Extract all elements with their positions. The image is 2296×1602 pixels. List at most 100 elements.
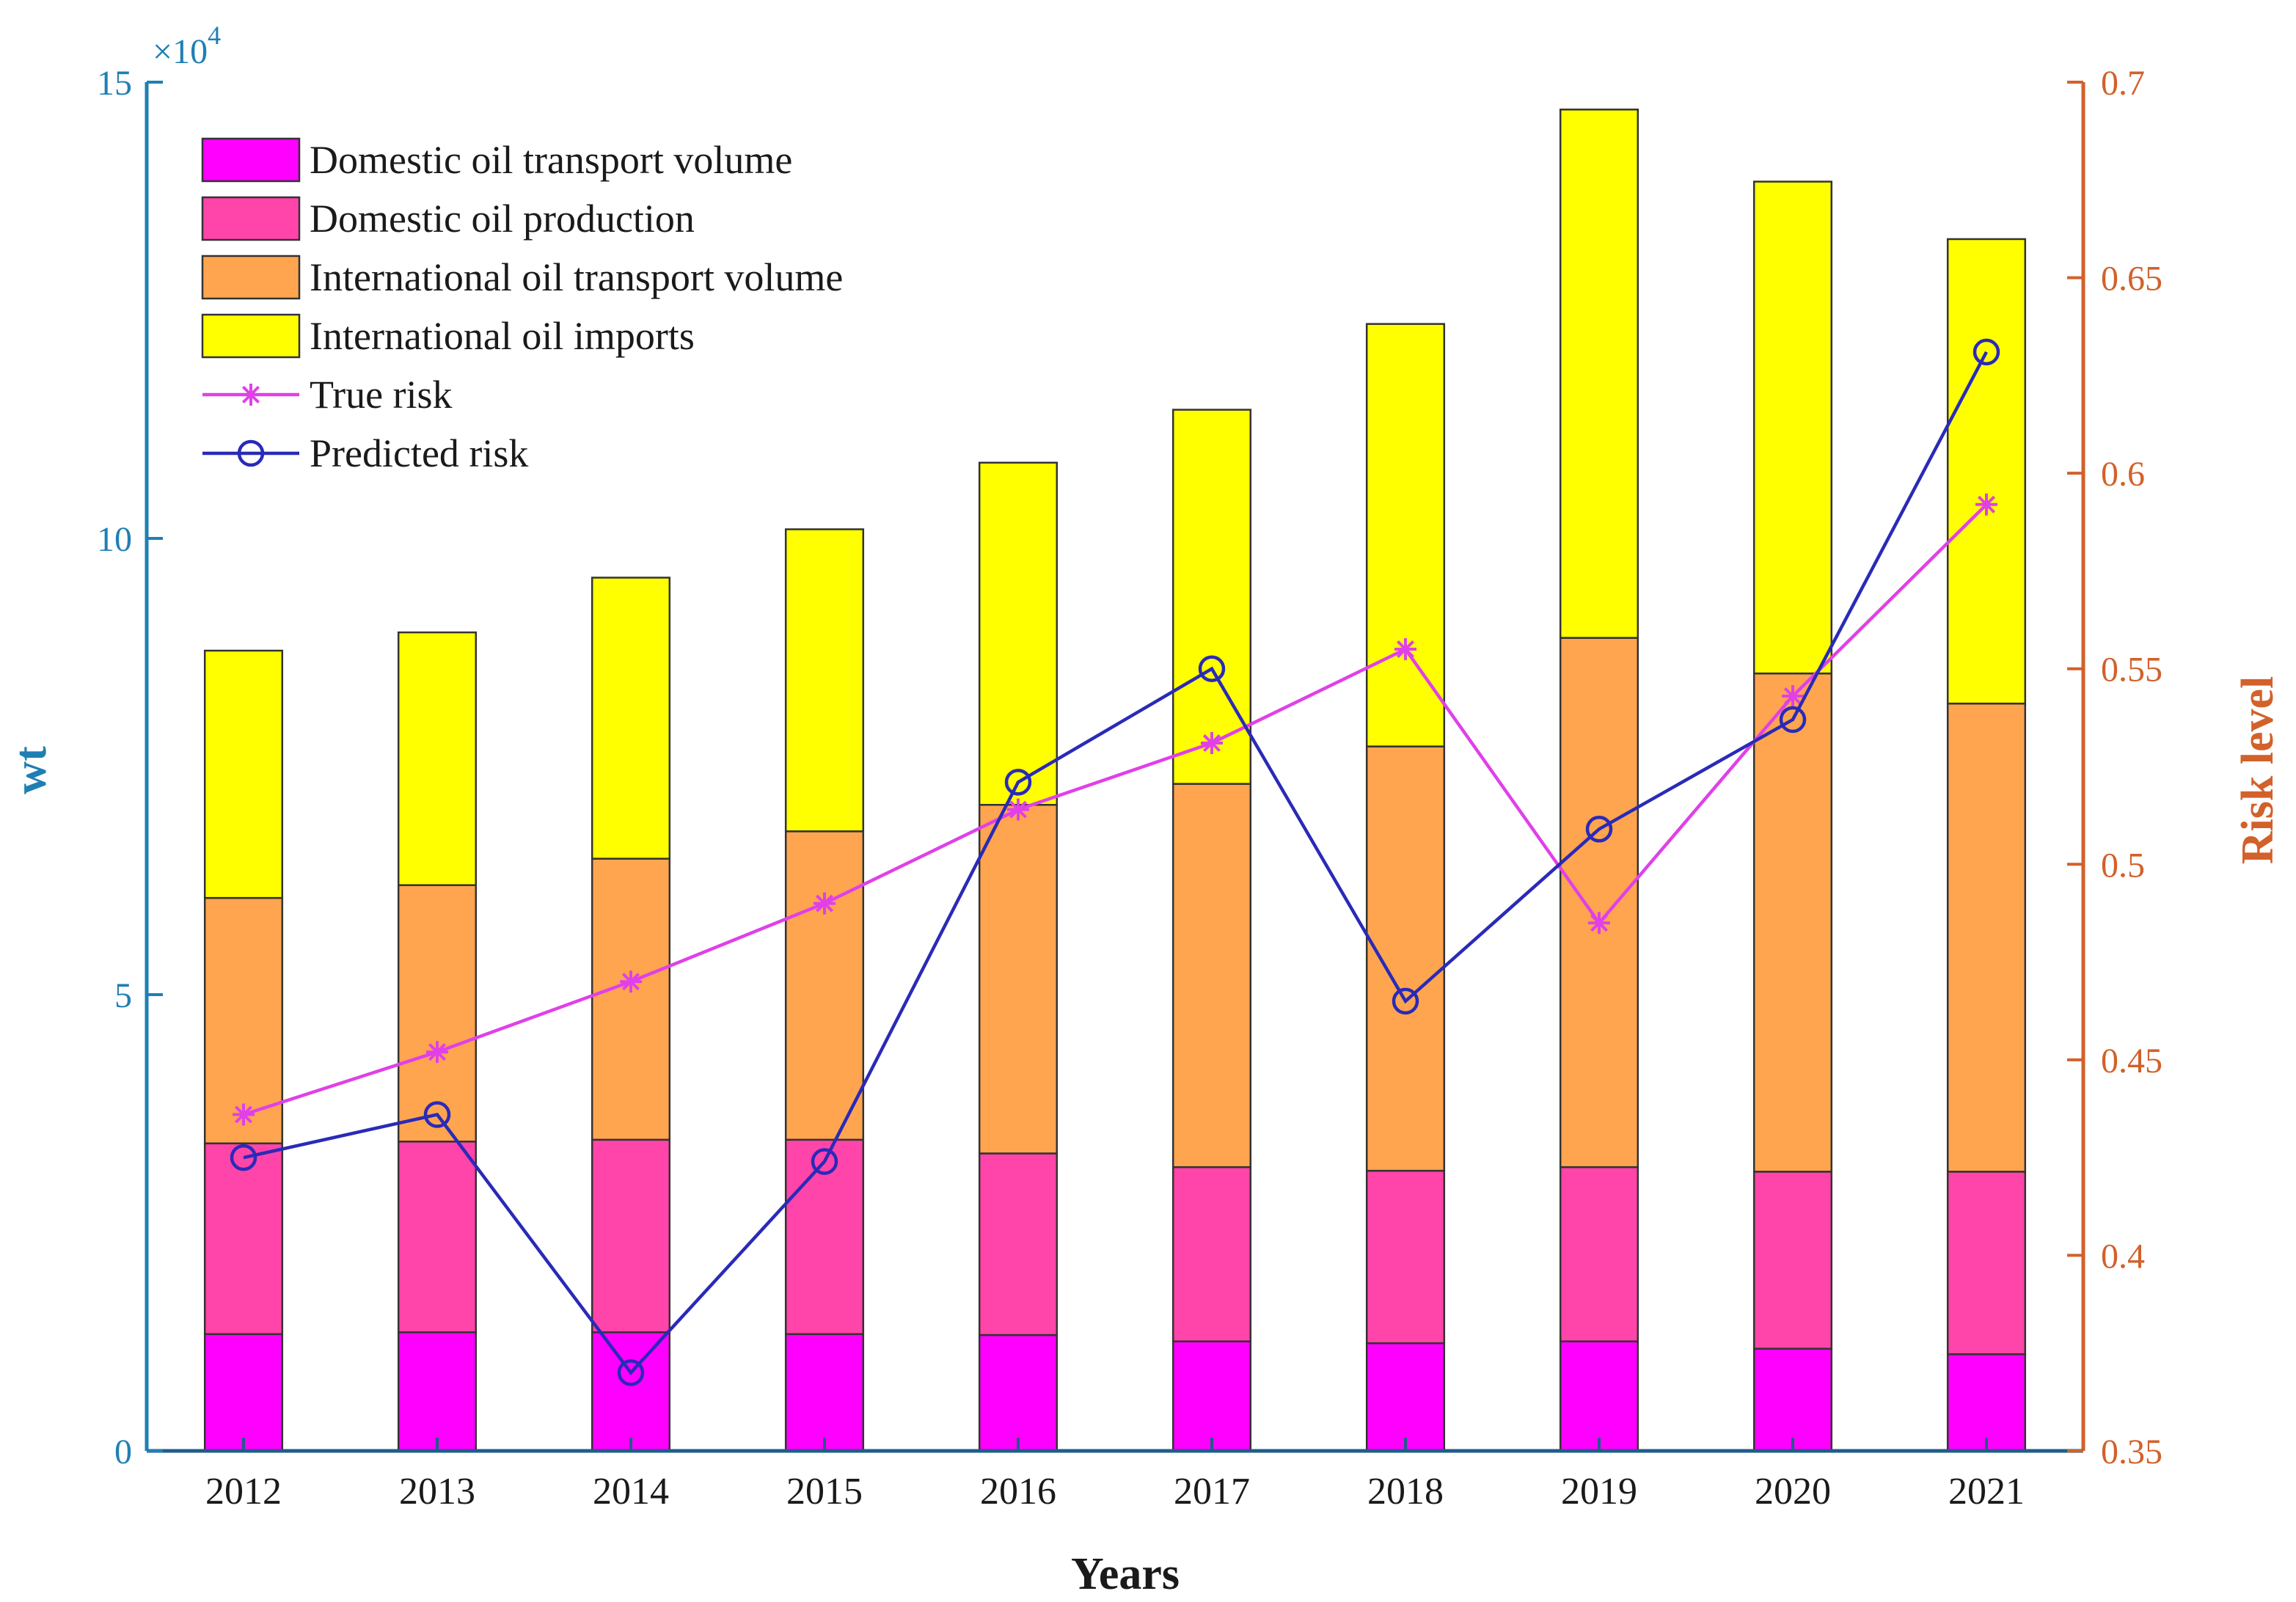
legend-label-1: Domestic oil production	[310, 197, 695, 241]
legend-label-0: Domestic oil transport volume	[310, 138, 792, 182]
bar-2012-series-2	[203, 896, 284, 1145]
legend-swatch-3	[201, 313, 301, 359]
y-tick-right-label-7: 0.7	[2101, 64, 2145, 103]
legend-label-3: International oil imports	[310, 314, 695, 358]
x-tick-label-2017: 2017	[1174, 1471, 1250, 1513]
bar-2018-series-1	[1365, 1169, 1446, 1345]
y-axis-title-left: wt	[6, 746, 56, 794]
bar-2014-series-1	[591, 1138, 671, 1334]
point-series-1-2014	[617, 1359, 645, 1386]
bar-2016-series-2	[978, 803, 1059, 1155]
y-tick-right-label-5: 0.6	[2101, 455, 2145, 494]
point-series-0-2017	[1201, 732, 1223, 755]
point-series-1-2020	[1779, 706, 1807, 734]
legend-marker-0	[240, 384, 262, 406]
y-axis-title-right: Risk level	[2233, 676, 2283, 865]
y-tick-left-label-1: 5	[114, 976, 132, 1015]
bar-2017-series-1	[1171, 1166, 1252, 1342]
y-tick-left-label-2: 10	[97, 520, 132, 559]
bar-2018-series-2	[1365, 745, 1446, 1172]
legend-label-2: International oil transport volume	[310, 255, 843, 299]
bar-2015-series-0	[784, 1333, 865, 1452]
point-series-1-2018	[1392, 987, 1419, 1015]
bars-layer	[203, 109, 2027, 1452]
line-series-0	[243, 503, 1988, 1116]
lines-layer	[230, 338, 2000, 1386]
bar-2020-series-0	[1752, 1347, 1833, 1452]
y-tick-right-label-2: 0.45	[2101, 1042, 2162, 1080]
y-tick-right-label-4: 0.55	[2101, 651, 2162, 690]
bar-2018-series-0	[1365, 1342, 1446, 1452]
point-series-1-2016	[1004, 769, 1032, 796]
x-tick-label-2014: 2014	[593, 1471, 669, 1513]
y-axis-multiplier-exponent: 4	[208, 21, 221, 50]
legend-swatch-0	[201, 137, 301, 183]
point-series-0-2018	[1394, 638, 1416, 661]
line-series-1	[243, 351, 1988, 1375]
bar-2017-series-3	[1171, 409, 1252, 785]
bar-2013-series-0	[397, 1331, 478, 1452]
bar-2014-series-3	[591, 577, 671, 860]
x-tick-label-2012: 2012	[205, 1471, 282, 1513]
y-tick-right-label-0: 0.35	[2101, 1433, 2162, 1471]
bar-2013-series-3	[397, 631, 478, 886]
x-tick-label-2019: 2019	[1561, 1471, 1637, 1513]
point-series-0-2012	[233, 1103, 255, 1126]
bar-2016-series-3	[978, 461, 1059, 806]
bar-2013-series-1	[397, 1141, 478, 1334]
bar-2017-series-2	[1171, 783, 1252, 1168]
bar-2020-series-2	[1752, 672, 1833, 1173]
y-tick-left-label-3: 15	[97, 64, 132, 103]
point-series-1-2012	[230, 1144, 257, 1171]
legend: Domestic oil transport volume Domestic oi…	[201, 137, 843, 475]
legend-swatch-1	[201, 196, 301, 241]
bar-2013-series-2	[397, 884, 478, 1143]
bar-2020-series-3	[1752, 180, 1833, 675]
point-series-0-2019	[1588, 912, 1610, 934]
point-series-0-2015	[814, 892, 836, 915]
point-series-0-2020	[1782, 685, 1804, 708]
legend-line-label-1: Predicted risk	[310, 431, 528, 475]
bar-2020-series-1	[1752, 1171, 1833, 1350]
bar-2021-series-2	[1946, 702, 2027, 1173]
bar-2021-series-1	[1946, 1171, 2027, 1356]
x-tick-label-2020: 2020	[1755, 1471, 1831, 1513]
point-series-0-2021	[1975, 493, 1997, 516]
y-tick-right-label-3: 0.5	[2101, 846, 2145, 885]
bar-2012-series-0	[203, 1333, 284, 1452]
y-tick-left-label-0: 0	[114, 1433, 132, 1471]
point-series-0-2014	[620, 970, 642, 993]
legend-swatch-2	[201, 255, 301, 300]
x-tick-label-2021: 2021	[1948, 1471, 2025, 1513]
x-tick-label-2016: 2016	[980, 1471, 1056, 1513]
bar-2015-series-2	[784, 830, 865, 1141]
bar-2019-series-2	[1559, 637, 1639, 1168]
bar-2021-series-0	[1946, 1353, 2027, 1452]
bar-2018-series-3	[1365, 323, 1446, 747]
legend-marker-1	[237, 439, 265, 467]
bar-2015-series-3	[784, 528, 865, 833]
axes-layer: 0 5 10 15 0.35 0.4 0.45 0.5 0.55 0.6 0.65 0.7 2012 20…	[97, 64, 2162, 1513]
legend-line-label-0: True risk	[310, 373, 453, 417]
x-tick-label-2018: 2018	[1367, 1471, 1444, 1513]
point-series-0-2016	[1007, 798, 1029, 821]
y-axis-multiplier-base: ×10	[153, 32, 208, 71]
bar-2014-series-2	[591, 857, 671, 1141]
bar-2014-series-0	[591, 1331, 671, 1452]
bar-2016-series-0	[978, 1334, 1059, 1452]
y-tick-right-label-6: 0.65	[2101, 260, 2162, 299]
point-series-0-2013	[426, 1041, 448, 1064]
x-axis-title: Years	[1071, 1549, 1180, 1599]
point-series-1-2013	[423, 1101, 451, 1128]
y-axis-multiplier: ×104	[153, 21, 221, 71]
point-series-1-2017	[1198, 655, 1226, 682]
y-tick-right-label-1: 0.4	[2101, 1237, 2145, 1276]
bar-2021-series-3	[1946, 238, 2027, 705]
bar-2019-series-1	[1559, 1166, 1639, 1342]
point-series-1-2021	[1973, 338, 2000, 366]
bar-2019-series-3	[1559, 109, 1639, 639]
bar-2012-series-3	[203, 649, 284, 899]
bar-2019-series-0	[1559, 1340, 1639, 1452]
bar-2015-series-1	[784, 1138, 865, 1336]
